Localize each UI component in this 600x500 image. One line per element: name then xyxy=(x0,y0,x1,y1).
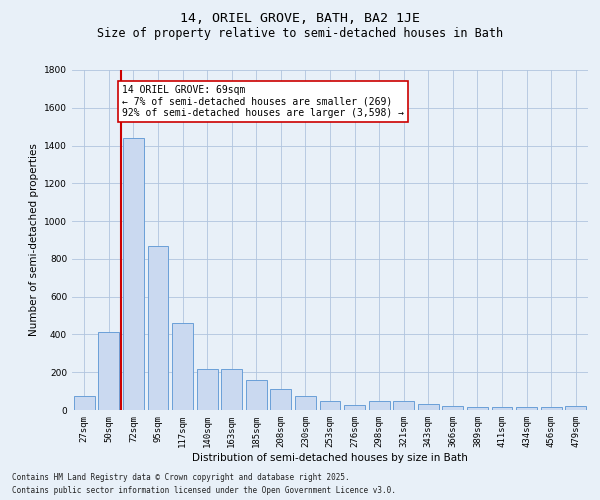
Bar xyxy=(491,407,512,410)
Bar xyxy=(74,396,95,410)
Text: Contains HM Land Registry data © Crown copyright and database right 2025.: Contains HM Land Registry data © Crown c… xyxy=(12,474,350,482)
Bar xyxy=(295,396,316,410)
Bar xyxy=(467,407,488,410)
Bar xyxy=(98,332,119,410)
Text: 14, ORIEL GROVE, BATH, BA2 1JE: 14, ORIEL GROVE, BATH, BA2 1JE xyxy=(180,12,420,26)
Bar xyxy=(418,404,439,410)
Bar xyxy=(320,400,340,410)
Bar xyxy=(442,406,463,410)
Bar xyxy=(271,389,292,410)
X-axis label: Distribution of semi-detached houses by size in Bath: Distribution of semi-detached houses by … xyxy=(192,452,468,462)
Bar xyxy=(221,370,242,410)
Y-axis label: Number of semi-detached properties: Number of semi-detached properties xyxy=(29,144,38,336)
Bar xyxy=(197,370,218,410)
Bar xyxy=(246,380,267,410)
Bar xyxy=(516,407,537,410)
Bar xyxy=(123,138,144,410)
Text: Contains public sector information licensed under the Open Government Licence v3: Contains public sector information licen… xyxy=(12,486,396,495)
Bar xyxy=(393,400,414,410)
Bar xyxy=(344,406,365,410)
Bar xyxy=(148,246,169,410)
Text: Size of property relative to semi-detached houses in Bath: Size of property relative to semi-detach… xyxy=(97,28,503,40)
Bar xyxy=(368,400,389,410)
Bar xyxy=(172,323,193,410)
Bar xyxy=(565,406,586,410)
Bar xyxy=(541,407,562,410)
Text: 14 ORIEL GROVE: 69sqm
← 7% of semi-detached houses are smaller (269)
92% of semi: 14 ORIEL GROVE: 69sqm ← 7% of semi-detac… xyxy=(122,85,404,118)
